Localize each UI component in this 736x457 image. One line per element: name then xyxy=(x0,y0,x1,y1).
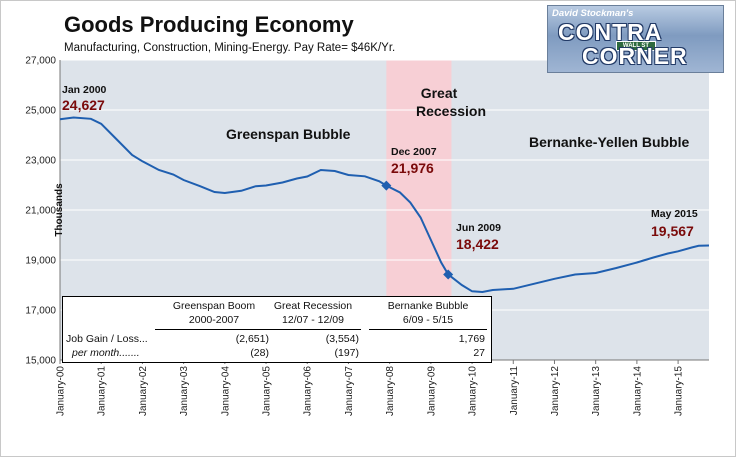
table-cell: (28) xyxy=(250,347,269,359)
table-rule-2 xyxy=(261,329,361,330)
annotation-value-jan-2000: 24,627 xyxy=(62,97,105,113)
annotation-date-jan-2000: Jan 2000 xyxy=(62,84,107,96)
table-header-1-line1: Greenspan Boom xyxy=(172,300,256,312)
table-rule-3 xyxy=(369,329,487,330)
chart-title: Goods Producing Economy xyxy=(64,12,354,37)
table-header-2-line2: 12/07 - 12/09 xyxy=(282,314,344,326)
x-tick-label: January-10 xyxy=(468,366,479,416)
x-tick-label: January-12 xyxy=(550,366,561,416)
chart-subtitle: Manufacturing, Construction, Mining-Ener… xyxy=(64,42,396,54)
series-line xyxy=(59,116,710,294)
x-tick-label: January-05 xyxy=(262,366,273,416)
x-tick-label: January-01 xyxy=(97,366,108,416)
x-tick-label: January-06 xyxy=(303,366,314,416)
annotation-value-dec-2007: 21,976 xyxy=(391,160,434,176)
logo-street-sign: WALL ST xyxy=(616,41,656,51)
x-tick-label: January-11 xyxy=(509,366,520,416)
marker-group xyxy=(381,180,454,280)
y-tick-label: 21,000 xyxy=(25,206,56,217)
y-tick-label: 27,000 xyxy=(25,56,56,67)
table-header-3-line2: 6/09 - 5/15 xyxy=(402,314,454,326)
logo-caption: David Stockman's xyxy=(552,8,634,19)
x-tick-label: January-09 xyxy=(426,366,437,416)
annotation-value-may-2015: 19,567 xyxy=(651,223,694,239)
table-cell: (2,651) xyxy=(235,333,269,345)
logo-line2: CORNER xyxy=(582,43,688,69)
recession-label-line2: Recession xyxy=(416,103,486,119)
annotation-date-dec-2007: Dec 2007 xyxy=(391,146,437,158)
y-tick-label: 25,000 xyxy=(25,106,56,117)
table-header-3-line1: Bernanke Bubble xyxy=(387,300,469,312)
table-rule-1 xyxy=(155,329,271,330)
x-tick-label: January-04 xyxy=(220,366,231,416)
y-axis-tick-labels: 15,000 17,000 19,000 21,000 23,000 25,000 27,0… xyxy=(25,56,56,367)
table-header-2-line1: Great Recession xyxy=(273,300,353,312)
x-axis-tick-labels: January-00 January-01 January-02 January-03… xyxy=(56,360,685,416)
table-cell: (197) xyxy=(334,347,359,359)
y-axis-title: Thousands xyxy=(54,183,65,237)
y-tick-label: 19,000 xyxy=(25,256,56,267)
region-label-greenspan: Greenspan Bubble xyxy=(226,126,351,142)
contra-corner-logo: David Stockman's CONTRA WALL ST CORNER xyxy=(547,5,724,73)
annotation-date-may-2015: May 2015 xyxy=(651,208,698,220)
table-row-label-gain-loss: Job Gain / Loss... xyxy=(66,333,148,345)
x-tick-label: January-00 xyxy=(56,366,67,416)
table-row-label-per-month: per month....... xyxy=(72,347,140,359)
x-tick-label: January-15 xyxy=(674,366,685,416)
data-point-marker xyxy=(443,269,454,280)
table-cell: 27 xyxy=(473,347,485,359)
recession-label-line1: Great xyxy=(421,85,458,101)
x-tick-label: January-08 xyxy=(385,366,396,416)
table-header-1-line2: 2000-2007 xyxy=(188,314,240,326)
annotation-date-jun-2009: Jun 2009 xyxy=(456,222,501,234)
y-tick-label: 23,000 xyxy=(25,156,56,167)
region-label-bernanke-yellen: Bernanke-Yellen Bubble xyxy=(529,134,689,150)
table-cell: (3,554) xyxy=(325,333,359,345)
x-tick-label: January-02 xyxy=(138,366,149,416)
logo-line1: CONTRA xyxy=(558,19,663,45)
x-tick-label: January-13 xyxy=(591,366,602,416)
x-tick-label: January-03 xyxy=(179,366,190,416)
annotation-value-jun-2009: 18,422 xyxy=(456,236,499,252)
y-tick-label: 15,000 xyxy=(25,356,56,367)
data-point-marker xyxy=(381,180,392,191)
x-tick-label: January-14 xyxy=(632,366,643,416)
x-tick-label: January-07 xyxy=(344,366,355,416)
table-cell: 1,769 xyxy=(458,333,485,345)
summary-table: Greenspan Boom 2000-2007 Great Recession… xyxy=(62,296,492,363)
y-tick-label: 17,000 xyxy=(25,306,56,317)
